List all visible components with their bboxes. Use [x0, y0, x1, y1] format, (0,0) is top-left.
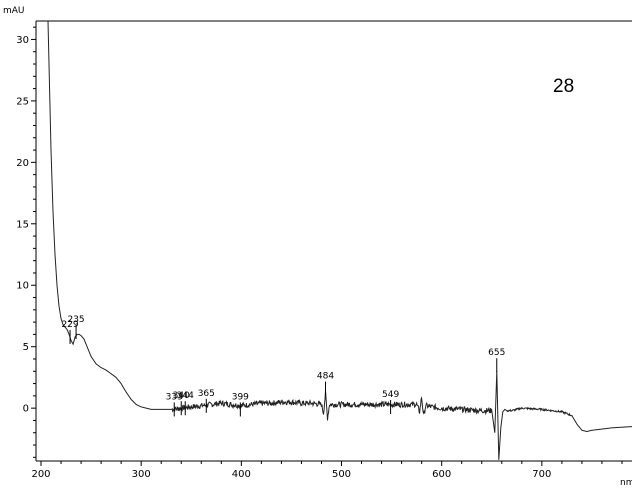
peak-label: 655 [488, 348, 505, 358]
x-tick-label: 700 [532, 469, 551, 480]
tick-group: 0 5 10 15 20 25 30 200 300 400 500 600 700 [16, 26, 623, 480]
y-tick-label: 30 [16, 35, 29, 46]
x-axis-unit-label: nm [620, 478, 632, 488]
peak-label: 340 [173, 391, 190, 401]
x-tick-label: 400 [232, 469, 251, 480]
y-tick-label: 25 [16, 96, 29, 107]
y-axis-unit-label: mAU [3, 6, 25, 16]
axes [35, 20, 632, 462]
y-tick-label: 10 [16, 281, 29, 292]
x-tick-label: 300 [132, 469, 151, 480]
y-tick-label: 20 [16, 158, 29, 169]
peak-label: 549 [382, 390, 399, 400]
x-tick-label: 200 [31, 469, 50, 480]
peak-label: 235 [67, 315, 84, 325]
spectrum-line [47, 20, 632, 460]
series-group [47, 20, 632, 460]
peak-label: 333 [166, 392, 183, 402]
chart-annotation: 28 [553, 76, 574, 97]
peak-label: 399 [232, 392, 249, 402]
peak-label: 344 [177, 391, 194, 401]
y-tick-label: 0 [23, 404, 29, 415]
y-tick-label: 15 [16, 219, 29, 230]
x-tick-label: 500 [332, 469, 351, 480]
peak-label: 229 [61, 320, 78, 330]
peak-label: 365 [198, 389, 215, 399]
y-tick-label: 5 [23, 342, 29, 353]
peak-label: 484 [317, 372, 334, 382]
x-tick-label: 600 [432, 469, 451, 480]
